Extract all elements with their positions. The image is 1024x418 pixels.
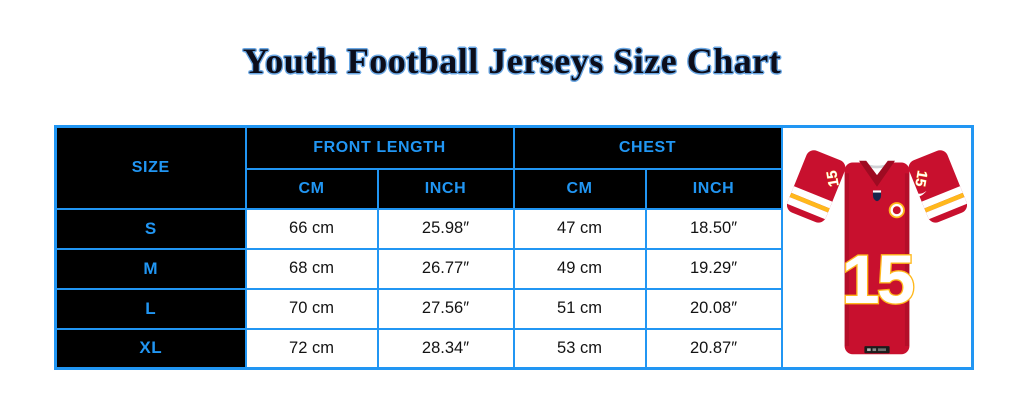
front-length-inch: 28.34″ <box>376 327 515 370</box>
front-length-cm: 70 cm <box>244 287 379 330</box>
page-title: Youth Football Jerseys Size Chart <box>242 41 782 81</box>
front-length-inch: 25.98″ <box>376 207 515 250</box>
chest-cm: 49 cm <box>512 247 647 290</box>
shoulder-number-right: 15 <box>911 169 930 188</box>
chest-cm: 51 cm <box>512 287 647 330</box>
table-row: XL 72 cm 28.34″ 53 cm 20.87″ <box>54 327 973 370</box>
jersey-image: 15 15 15 <box>783 135 972 361</box>
size-label: L <box>54 287 247 330</box>
col-header-front-length: FRONT LENGTH <box>244 125 515 170</box>
chest-inch: 18.50″ <box>644 207 783 250</box>
chest-inch: 20.87″ <box>644 327 783 370</box>
subheader-front-inch: INCH <box>376 167 515 210</box>
chest-inch: 19.29″ <box>644 247 783 290</box>
left-sleeve-stripes <box>786 185 836 221</box>
jersey-photo-cell: 15 15 15 <box>780 125 974 370</box>
size-label: S <box>54 207 247 250</box>
front-length-cm: 72 cm <box>244 327 379 370</box>
chest-inch: 20.08″ <box>644 287 783 330</box>
right-sleeve-stripes <box>918 185 967 221</box>
shoulder-number-left: 15 <box>824 169 843 188</box>
table-row: S 66 cm 25.98″ 47 cm 18.50″ <box>54 207 973 250</box>
chest-cm: 53 cm <box>512 327 647 370</box>
nike-swoosh-icon <box>911 190 927 197</box>
collar-v-band <box>858 160 895 187</box>
jock-tag <box>864 345 890 353</box>
team-patch-icon <box>888 201 905 218</box>
jersey-right-sleeve <box>908 149 967 223</box>
chest-cm: 47 cm <box>512 207 647 250</box>
size-label: M <box>54 247 247 290</box>
subheader-chest-inch: INCH <box>644 167 783 210</box>
front-length-cm: 66 cm <box>244 207 379 250</box>
size-chart-table: SIZE FRONT LENGTH CHEST <box>54 125 975 370</box>
front-length-inch: 27.56″ <box>376 287 515 330</box>
col-header-chest: CHEST <box>512 125 783 170</box>
front-length-inch: 26.77″ <box>376 247 515 290</box>
subheader-chest-cm: CM <box>512 167 647 210</box>
size-label: XL <box>54 327 247 370</box>
subheader-front-cm: CM <box>244 167 379 210</box>
col-header-size: SIZE <box>54 125 247 210</box>
table-row: L 70 cm 27.56″ 51 cm 20.08″ <box>54 287 973 330</box>
front-length-cm: 68 cm <box>244 247 379 290</box>
table-row: M 68 cm 26.77″ 49 cm 19.29″ <box>54 247 973 290</box>
nfl-shield-icon <box>872 189 881 201</box>
jersey-number: 15 <box>841 241 913 317</box>
jersey-left-sleeve <box>786 149 846 223</box>
